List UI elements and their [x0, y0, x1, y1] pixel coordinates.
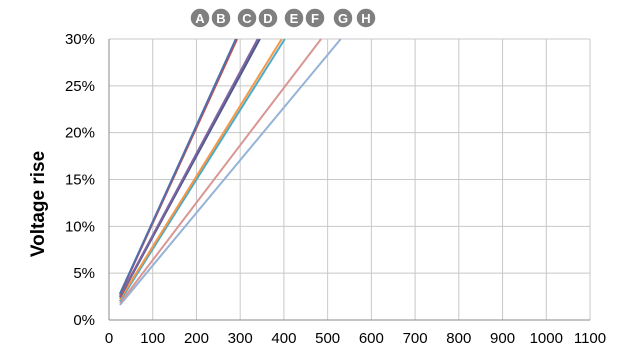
legend-label: D: [263, 11, 272, 26]
legend-label: C: [242, 11, 252, 26]
legend-badge: [283, 7, 305, 29]
series-line-a: [119, 38, 237, 295]
legend-badge: [210, 7, 232, 29]
legend-item-c: C: [236, 7, 258, 29]
y-axis-label: Voltage rise: [28, 151, 49, 257]
legend-badge: [236, 7, 258, 29]
y-tick-label: 25%: [65, 78, 95, 95]
legend-item-g: G: [332, 7, 354, 29]
x-tick-label: 300: [228, 330, 253, 347]
x-tick-label: 1000: [530, 330, 563, 347]
legend-badge: [355, 7, 377, 29]
x-tick-label: 1100: [574, 330, 606, 347]
x-tick-label: 600: [359, 330, 384, 347]
legend-badge: [189, 7, 211, 29]
chart-series: [119, 38, 342, 306]
legend-badge: [257, 7, 279, 29]
chart-grid: [108, 38, 591, 321]
legend-label: E: [290, 11, 299, 26]
legend-badge: [332, 7, 354, 29]
legend-item-d: D: [257, 7, 279, 29]
x-tick-label: 200: [184, 330, 209, 347]
series-line-g: [119, 38, 322, 304]
series-line-h: [119, 38, 342, 306]
x-tick-label: 900: [490, 330, 515, 347]
x-tick-label: 0: [105, 330, 113, 347]
series-line-c: [119, 38, 259, 298]
legend-label: B: [216, 11, 225, 26]
y-tick-label: 20%: [65, 125, 95, 142]
legend-badge: [304, 7, 326, 29]
y-tick-label: 10%: [65, 218, 95, 235]
legend-item-f: F: [304, 7, 326, 29]
legend-label: G: [338, 11, 348, 26]
x-axis-ticks: 0 100 200 300 400 500 600 700 800 900 1000 1100: [105, 330, 606, 347]
legend-label: H: [361, 11, 370, 26]
x-tick-label: 100: [140, 330, 165, 347]
legend-item-a: A: [189, 7, 211, 29]
x-tick-label: 700: [403, 330, 428, 347]
legend-item-b: B: [210, 7, 232, 29]
legend-label: F: [311, 11, 319, 26]
y-tick-label: 0%: [73, 312, 95, 329]
x-tick-label: 400: [271, 330, 296, 347]
legend-item-h: H: [355, 7, 377, 29]
series-line-f: [119, 38, 286, 302]
legend-label: A: [195, 11, 205, 26]
series-line-e: [119, 38, 283, 300]
y-tick-label: 30%: [65, 31, 95, 48]
x-tick-label: 500: [315, 330, 340, 347]
y-tick-label: 5%: [73, 265, 95, 282]
y-tick-label: 15%: [65, 172, 95, 189]
x-tick-label: 800: [446, 330, 471, 347]
legend-item-e: E: [283, 7, 305, 29]
y-axis-ticks: 0% 5% 10% 15% 20% 25% 30%: [65, 31, 95, 329]
